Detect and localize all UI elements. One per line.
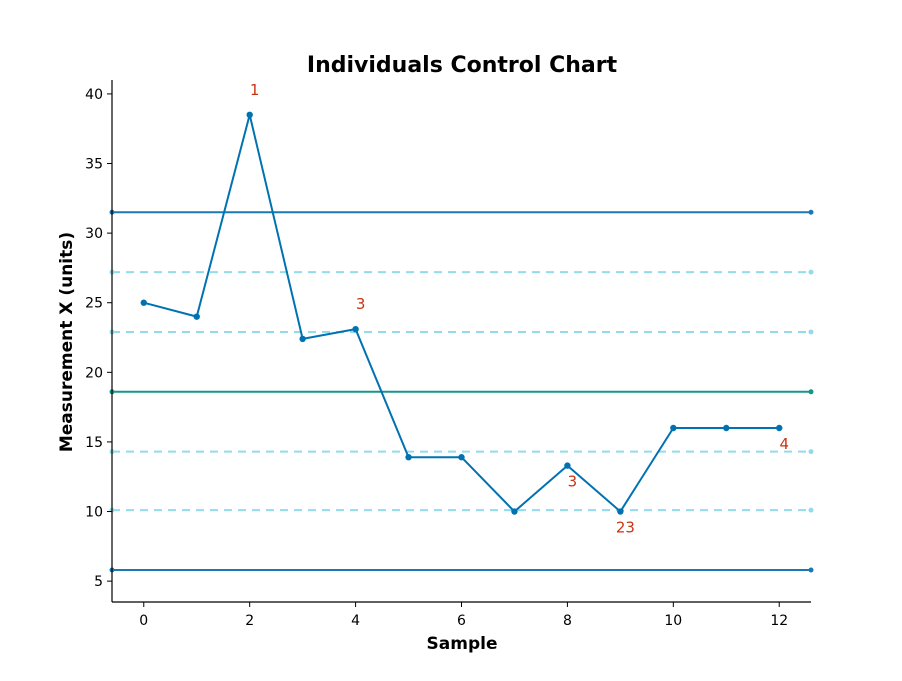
x-tick-label: 8 [563, 613, 572, 629]
axes-layer: 0 2 4 6 8 10 12 5 10 15 20 25 30 35 40 [85, 80, 811, 629]
x-tick-label: 0 [139, 613, 148, 629]
data-point-0-10 [670, 424, 677, 432]
data-point-0-0 [140, 299, 147, 306]
y-tick-label: 15 [85, 435, 103, 451]
center-line-marker-right-3 [808, 389, 814, 395]
annotation-label: 4 [779, 435, 789, 453]
data-point-0-4 [352, 325, 359, 333]
y-tick-label: 40 [85, 87, 103, 103]
y-tick-label: 20 [85, 365, 103, 381]
zone-line-marker-right-4 [808, 449, 814, 455]
y-axis-label: Measurement X (units) [57, 232, 77, 452]
y-tick-label: 5 [94, 574, 103, 590]
zone-line-marker-right-1 [808, 269, 814, 275]
control-limit-marker-right-0 [808, 209, 814, 215]
data-point-0-7 [511, 508, 518, 515]
annotation-label: 1 [250, 81, 260, 99]
zone-line-marker-right-5 [808, 507, 814, 513]
annotation-label: 23 [616, 519, 635, 537]
x-tick-label: 4 [351, 613, 360, 629]
x-tick-label: 6 [457, 613, 466, 629]
data-point-0-9 [617, 508, 624, 515]
data-point-0-5 [405, 454, 412, 461]
chart-title: Individuals Control Chart [307, 53, 618, 78]
annotation-label: 3 [568, 473, 578, 491]
zone-line-marker-right-2 [808, 329, 814, 335]
x-tick-label: 12 [770, 613, 788, 629]
y-tick-label: 25 [85, 296, 103, 312]
data-point-0-8 [564, 462, 571, 469]
x-tick-label: 10 [664, 613, 682, 629]
reference-lines [109, 209, 814, 573]
data-point-0-12 [776, 424, 783, 432]
annotation-layer: 1 3 3 23 4 [250, 81, 789, 537]
series-layer [140, 111, 783, 515]
control-limit-marker-right-6 [808, 567, 814, 573]
y-tick-label: 35 [85, 157, 103, 173]
data-point-0-1 [193, 313, 200, 320]
data-point-0-11 [723, 424, 730, 432]
data-point-0-2 [246, 111, 253, 119]
data-point-0-6 [458, 454, 465, 461]
y-tick-label: 30 [85, 226, 103, 242]
x-axis-label: Sample [427, 634, 498, 654]
x-tick-label: 2 [245, 613, 254, 629]
annotation-label: 3 [356, 295, 366, 313]
data-point-0-3 [299, 335, 306, 343]
y-tick-label: 10 [85, 505, 103, 521]
